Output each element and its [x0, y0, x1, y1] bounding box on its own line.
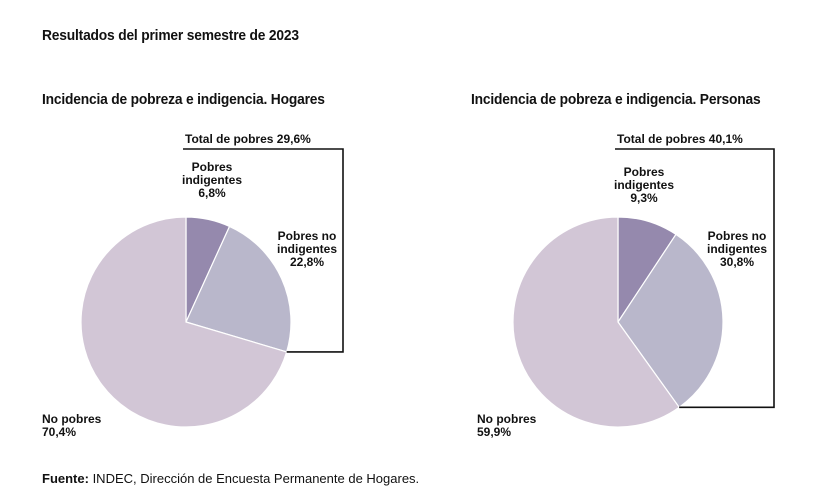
page-heading: Resultados del primer semestre de 2023	[42, 27, 299, 44]
pie-slice-1-2	[512, 216, 681, 428]
slice-label-0-2: No pobres 70,4%	[42, 412, 102, 439]
slice-label-0-0: Pobres indigentes 6,8%	[182, 160, 242, 200]
pie-slice-0-2	[80, 216, 288, 428]
slice-label-1-0: Pobres indigentes 9,3%	[614, 165, 674, 205]
pie-slice-1-1	[617, 233, 724, 409]
chart-title-hogares: Incidencia de pobreza e indigencia. Hoga…	[42, 91, 325, 108]
source-prefix: Fuente:	[42, 471, 89, 486]
slice-label-1-2: No pobres 59,9%	[477, 412, 537, 439]
pie-slice-0-1	[185, 225, 292, 353]
source-note: Fuente: INDEC, Dirección de Encuesta Per…	[42, 471, 419, 486]
slice-label-0-1: Pobres no indigentes 22,8%	[277, 229, 337, 269]
chart-title-personas: Incidencia de pobreza e indigencia. Pers…	[471, 91, 761, 108]
total-bracket-0	[183, 148, 344, 353]
source-text: INDEC, Dirección de Encuesta Permanente …	[88, 471, 420, 486]
total-bracket-1	[615, 148, 775, 409]
total-label-1: Total de pobres 40,1%	[617, 132, 743, 146]
slice-label-1-1: Pobres no indigentes 30,8%	[707, 229, 767, 269]
total-label-0: Total de pobres 29,6%	[185, 132, 311, 146]
